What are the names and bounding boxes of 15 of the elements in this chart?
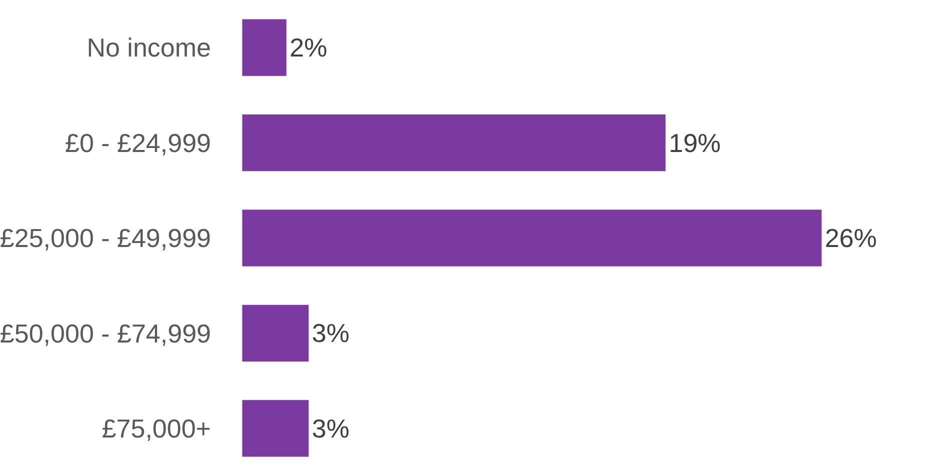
data-label: 2% bbox=[290, 32, 328, 63]
y-tick-label: £50,000 - £74,999 bbox=[0, 318, 211, 348]
data-label: 3% bbox=[312, 413, 350, 444]
y-tick-label: £75,000+ bbox=[102, 414, 211, 444]
data-label: 19% bbox=[668, 128, 721, 158]
bar bbox=[242, 400, 310, 458]
y-tick-label: £25,000 - £49,999 bbox=[0, 223, 211, 254]
data-label: 26% bbox=[824, 223, 877, 253]
y-tick-label: £0 - £24,999 bbox=[64, 128, 211, 158]
y-tick-label: No income bbox=[86, 32, 211, 63]
bar bbox=[242, 114, 666, 172]
bar bbox=[242, 304, 310, 362]
data-label: 3% bbox=[312, 318, 350, 348]
bar bbox=[242, 209, 822, 267]
bar bbox=[242, 18, 287, 76]
